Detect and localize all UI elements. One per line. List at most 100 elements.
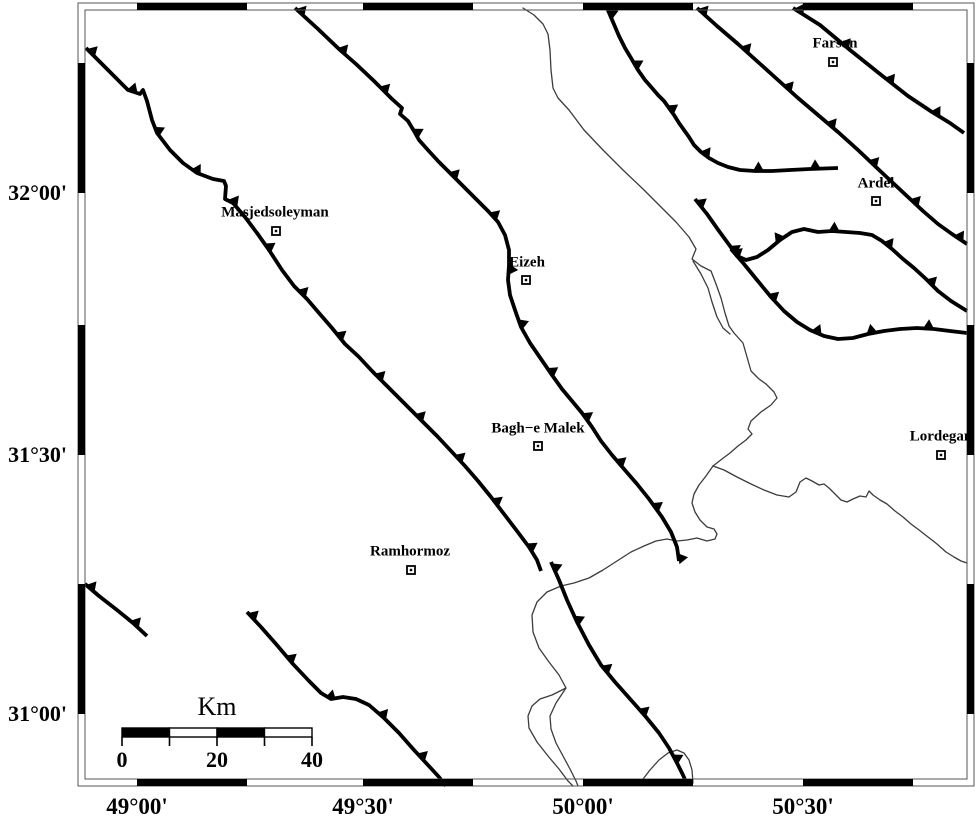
fault-line [729,247,968,341]
fault-teeth [607,9,821,172]
fault-tooth-icon [740,43,752,54]
river-line [639,749,694,784]
fault-tooth-icon [449,169,460,180]
fault-tooth-icon [632,60,644,71]
fault-tooth-icon [87,46,98,57]
fault-line [549,561,689,785]
fault-tooth-icon [130,617,141,629]
river-line [712,465,968,564]
fault-tooth-icon [582,412,594,423]
fault-line [84,46,543,572]
fault-teeth [296,5,689,565]
frame-band-bottom [803,779,913,786]
city-marker-dot-icon [874,199,878,203]
fault-tooth-icon [615,457,627,468]
frame-outer-border [77,2,975,787]
fault-line [605,7,839,173]
frame-band-bottom [583,779,693,786]
river-line [531,465,718,787]
frame-band-top [583,3,693,10]
fault-tooth-icon [926,276,938,288]
fault-line [293,6,681,562]
river-line [527,687,574,787]
fault-tooth-icon [698,5,709,17]
frame-band-top [803,3,913,10]
fault-tooth-icon [809,159,821,170]
fault-tooth-icon [574,615,585,626]
city-marker-dot-icon [409,568,413,572]
fault-tooth-icon [285,653,297,665]
frame-band-top [363,3,473,10]
fault-tooth-icon [783,81,794,93]
fault-teeth [87,46,538,553]
fault-tooth-icon [910,195,921,207]
fault-tooth-icon [296,5,307,17]
fault-tooth-icon [491,496,503,507]
river-line [692,260,731,335]
fault-tooth-icon [768,291,780,303]
frame-band-left [78,63,85,193]
fault-tooth-icon [954,230,965,242]
scalebar-segment [216,727,266,738]
fault-tooth-icon [454,452,466,464]
fault-tooth-icon [930,106,941,118]
fault-tooth-icon [337,44,349,56]
fault-tooth-icon [752,161,764,172]
fault-tooth-icon [677,553,689,565]
fault-teeth [248,610,428,762]
river-line [522,7,778,467]
frame-band-right [967,584,974,714]
city-marker-dot-icon [524,278,528,282]
fault-tooth-icon [651,502,663,513]
fault-tooth-icon [826,118,837,130]
frame-band-left [78,584,85,714]
fault-tooth-icon [601,663,613,675]
fault-tooth-icon [228,195,239,207]
fault-tooth-icon [794,3,804,15]
fault-tooth-icon [731,248,743,259]
fault-tooth-icon [840,38,851,50]
frame-band-left [78,325,85,455]
fault-teeth [731,248,935,335]
fault-tooth-icon [508,263,519,275]
frame-band-bottom [137,779,247,786]
fault-tooth-icon [638,706,650,718]
frame-band-right [967,63,974,193]
scalebar-segment [168,727,218,738]
fault-tooth-icon [335,330,347,342]
fault-tooth-icon [868,157,880,168]
fault-tooth-icon [417,751,428,762]
fault-tooth-icon [547,367,559,378]
fault-tooth-icon [866,323,878,335]
frame-band-top [137,3,247,10]
fault-tooth-icon [127,82,138,94]
fault-tooth-icon [377,708,389,720]
fault-tooth-icon [248,610,259,622]
fault-tooth-icon [86,581,97,593]
city-marker-dot-icon [831,60,835,64]
fault-teeth [86,581,141,629]
fault-tooth-icon [923,319,935,330]
fault-tooth-icon [325,689,337,701]
fault-tooth-icon [811,324,822,335]
fault-tooth-icon [884,73,896,85]
fault-line [245,610,448,788]
fault-tooth-icon [667,104,679,115]
fault-tooth-icon [526,542,538,553]
fault-tooth-icon [489,210,501,221]
city-marker-dot-icon [274,229,278,233]
fault-line [695,6,969,246]
fault-tooth-icon [695,198,707,209]
fault-tooth-icon [412,128,424,139]
frame-band-right [967,325,974,455]
fault-tooth-icon [774,232,785,244]
city-marker-dot-icon [536,444,540,448]
city-marker-dot-icon [939,453,943,457]
fault-tooth-icon [518,319,529,330]
fault-tooth-icon [379,83,391,95]
fault-teeth [695,198,938,288]
fault-tooth-icon [154,126,166,137]
fault-tooth-icon [700,147,711,159]
